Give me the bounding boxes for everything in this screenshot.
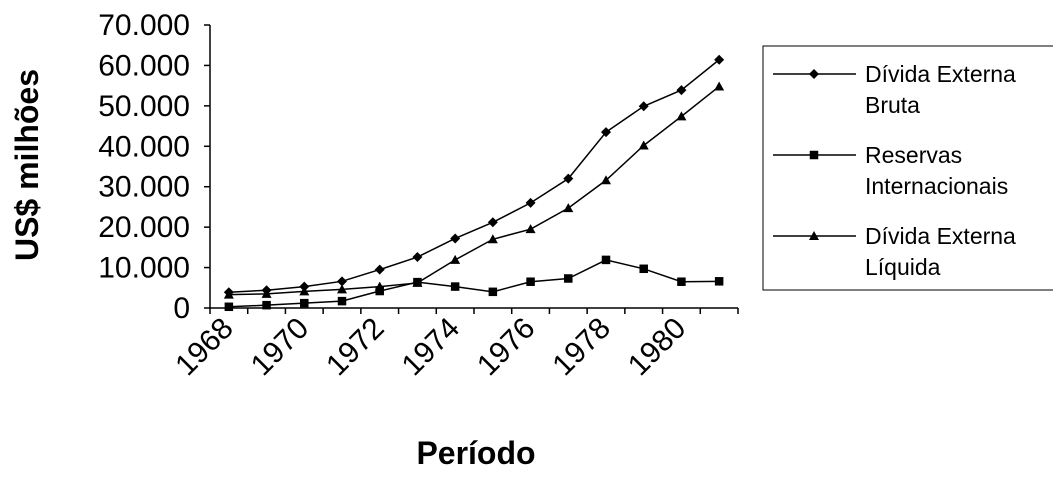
- series-3-point: [223, 289, 234, 299]
- legend-label-2-line-1: Reservas: [865, 142, 962, 168]
- legend-label-3-line-2: Líquida: [865, 254, 941, 280]
- series-layer: [223, 54, 725, 312]
- y-tick-label: 0: [173, 292, 190, 325]
- series-1-point: [563, 173, 574, 184]
- series-3-point: [525, 224, 536, 234]
- series-2-point: [677, 277, 686, 286]
- series-3-point: [450, 254, 461, 264]
- legend-label-3-line-1: Dívida Externa: [865, 223, 1016, 249]
- y-tick-label: 40.000: [98, 130, 190, 163]
- series-line-3: [228, 85, 720, 296]
- series-2-point: [337, 296, 347, 306]
- plot-area: 0 10.000 20.000 30.000 40.000 50.000 60.000 70.…: [98, 9, 739, 383]
- legend-marker-3: [809, 231, 819, 240]
- legend-label-1-line-1: Dívida Externa: [865, 61, 1016, 87]
- series-2-point: [639, 264, 648, 274]
- y-tick-label: 70.000: [98, 9, 190, 42]
- series-1-point: [487, 217, 498, 228]
- y-tick-label: 50.000: [98, 90, 190, 123]
- series-3-point: [563, 203, 574, 213]
- series-1-point: [450, 233, 461, 244]
- y-tick-label: 60.000: [98, 49, 190, 82]
- series-1-point: [638, 101, 649, 112]
- x-tick-label: 1976: [471, 312, 542, 383]
- series-3-point: [487, 234, 498, 244]
- y-tick-label: 10.000: [98, 252, 190, 285]
- legend-marker-1: [809, 69, 819, 79]
- series-2-point: [450, 282, 460, 291]
- legend: Dívida Externa Bruta Reservas Internacionai…: [762, 45, 1053, 291]
- series-2-point: [224, 302, 234, 312]
- y-axis-title: US$ milhões: [9, 69, 45, 261]
- x-tick-label: 1974: [396, 312, 467, 383]
- series-3-point: [337, 284, 347, 294]
- x-ticks: 1968 1970 1972 1974 1976 1978 1980: [169, 308, 739, 383]
- y-tick-label: 20.000: [98, 211, 190, 244]
- series-1-point: [601, 127, 611, 138]
- x-tick-label: 1980: [622, 312, 693, 383]
- legend-label-1-line-2: Bruta: [865, 92, 920, 118]
- series-3-point: [676, 111, 687, 121]
- series-1-point: [412, 252, 423, 263]
- series-1-point: [676, 85, 687, 96]
- series-2-point: [488, 287, 498, 297]
- series-3-point: [374, 281, 385, 291]
- series-2-point: [375, 286, 384, 296]
- series-1-point: [714, 54, 725, 65]
- series-1-point: [525, 197, 536, 208]
- series-3-point: [412, 277, 423, 287]
- series-2-point: [300, 298, 309, 308]
- legend-label-2-line-2: Internacionais: [865, 173, 1008, 199]
- series-3-point: [601, 175, 611, 185]
- x-tick-label: 1978: [546, 312, 617, 383]
- legend-marker-2: [809, 150, 819, 160]
- x-tick-label: 1972: [320, 312, 391, 383]
- series-2-point: [601, 255, 611, 265]
- series-2-point: [262, 300, 271, 310]
- series-line-1: [228, 59, 720, 293]
- series-2-point: [564, 274, 573, 283]
- series-2-point: [526, 277, 535, 286]
- series-2-point: [714, 277, 724, 286]
- series-1-point: [337, 276, 347, 287]
- x-tick-label: 1970: [245, 312, 316, 383]
- series-3-point: [638, 140, 649, 150]
- x-axis-title: Período: [416, 435, 535, 471]
- legend-box: [762, 45, 1053, 291]
- series-3-point: [261, 288, 272, 298]
- y-tick-label: 30.000: [98, 171, 190, 204]
- series-3-point: [299, 286, 310, 296]
- y-ticks: 0 10.000 20.000 30.000 40.000 50.000 60.000 70.…: [98, 9, 210, 325]
- series-3-point: [714, 81, 725, 91]
- series-1-point: [374, 264, 385, 275]
- series-line-2: [228, 259, 720, 308]
